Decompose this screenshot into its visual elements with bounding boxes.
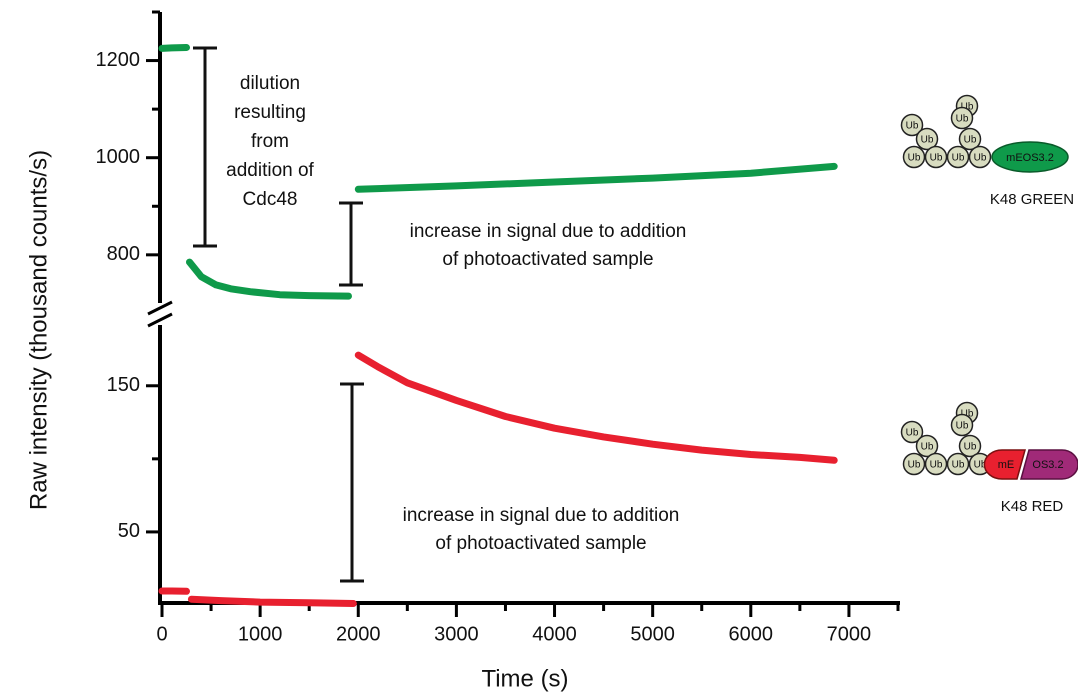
annotation: of photoactivated sample [442,249,653,270]
tag-label: mE [998,459,1015,471]
data-line [158,351,838,607]
annotation: from [251,131,289,152]
data-line [158,44,838,300]
ub-circle [958,434,982,458]
annotation: resulting [234,102,306,123]
ub-label: Ub [906,428,919,439]
x-tick-label: 5000 [630,623,675,645]
x-tick-label: 7000 [827,623,872,645]
annotation: of photoactivated sample [435,533,646,554]
ub-label: Ub [952,153,965,164]
ub-circle [900,113,924,137]
tag-shape [991,141,1069,173]
y-axis-label: Raw intensity (thousand counts/s) [25,150,52,510]
annotation: increase in signal due to addition [410,221,687,242]
x-tick-label: 3000 [434,623,479,645]
y-tick-label: 50 [118,520,140,542]
annotation: addition of [226,160,314,181]
ub-circle [900,420,924,444]
ub-circle [902,452,926,476]
annotation: Cdc48 [243,189,298,210]
tag-label: mEOS3.2 [1006,152,1054,164]
x-tick-label: 1000 [238,623,283,645]
x-tick-label: 0 [156,623,167,645]
brackets [193,46,364,583]
annotation: dilution [240,73,300,94]
ub-circle [950,106,974,130]
ub-circle [924,452,948,476]
ub-label: Ub [952,460,965,471]
ub-label: Ub [964,135,977,146]
ub-label: Ub [956,114,969,125]
tag-label: OS3.2 [1032,459,1063,471]
legend-label: K48 GREEN [990,191,1074,208]
ub-circle [924,145,948,169]
ub-label: Ub [930,153,943,164]
ub-label: Ub [921,442,934,453]
ub-label: Ub [921,135,934,146]
annotation: increase in signal due to addition [403,505,680,526]
ub-label: Ub [974,153,987,164]
ub-label: Ub [956,421,969,432]
y-tick-label: 1000 [96,146,141,168]
ub-circle [968,145,992,169]
ub-label: Ub [961,409,974,420]
y-tick-label: 1200 [96,49,141,71]
ub-label: Ub [961,102,974,113]
legend-label: K48 RED [1001,498,1064,515]
x-tick-label: 6000 [729,623,774,645]
ub-label: Ub [906,121,919,132]
x-tick-label: 4000 [532,623,577,645]
ub-circle [946,145,970,169]
x-tick-label: 2000 [336,623,381,645]
ub-label: Ub [930,460,943,471]
ub-circle [950,413,974,437]
ub-circle [958,127,982,151]
ub-circle [915,127,939,151]
ub-label: Ub [964,442,977,453]
ub-circle [946,452,970,476]
y-tick-label: 150 [107,374,140,396]
tag-shape [983,449,1026,480]
ub-label: Ub [974,460,987,471]
x-axis-label: Time (s) [481,665,568,692]
ub-label: Ub [908,153,921,164]
ub-circle [902,145,926,169]
ub-label: Ub [908,460,921,471]
ub-circle [915,434,939,458]
y-tick-label: 800 [107,243,140,265]
